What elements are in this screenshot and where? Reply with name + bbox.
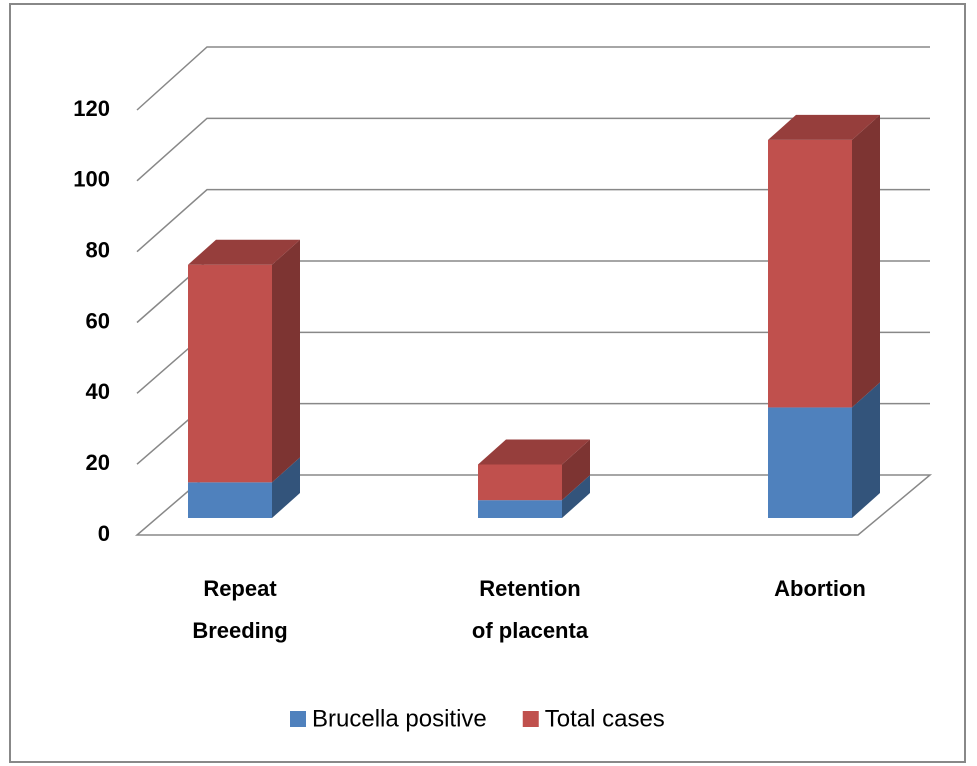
floor: [134, 474, 933, 536]
bar: [768, 407, 852, 518]
y-tick-label: 100: [73, 167, 110, 192]
x-tick-label: Abortion: [774, 576, 866, 601]
bar-top: [188, 239, 300, 265]
x-tick-label: Retention of placenta: [472, 576, 589, 643]
bar-side: [852, 114, 880, 408]
bar: [188, 264, 272, 483]
y-tick-label: 60: [86, 308, 110, 333]
y-tick-label: 40: [86, 379, 110, 404]
bar-side: [272, 239, 300, 483]
grid-line: [136, 188, 930, 253]
y-tick-label: 0: [98, 521, 110, 546]
legend-swatch: [522, 711, 539, 727]
legend-label: Total cases: [545, 705, 665, 732]
bar: [768, 139, 852, 408]
y-tick-label: 20: [86, 450, 110, 475]
bar-top: [768, 114, 880, 140]
legend-swatch: [290, 711, 306, 727]
bar: [188, 482, 272, 518]
legend-label: Brucella positive: [312, 705, 487, 732]
y-tick-label: 120: [73, 96, 110, 121]
x-tick-label: Repeat Breeding: [192, 576, 287, 643]
grid-line: [136, 46, 930, 111]
y-tick-label: 80: [86, 237, 110, 262]
bar: [478, 464, 562, 501]
bar-side: [852, 382, 880, 518]
bar-side: [562, 475, 590, 518]
bar-side: [272, 457, 300, 518]
bar: [478, 500, 562, 518]
grid-line: [136, 117, 930, 182]
bar-top: [478, 439, 590, 465]
bar-side: [562, 439, 590, 501]
